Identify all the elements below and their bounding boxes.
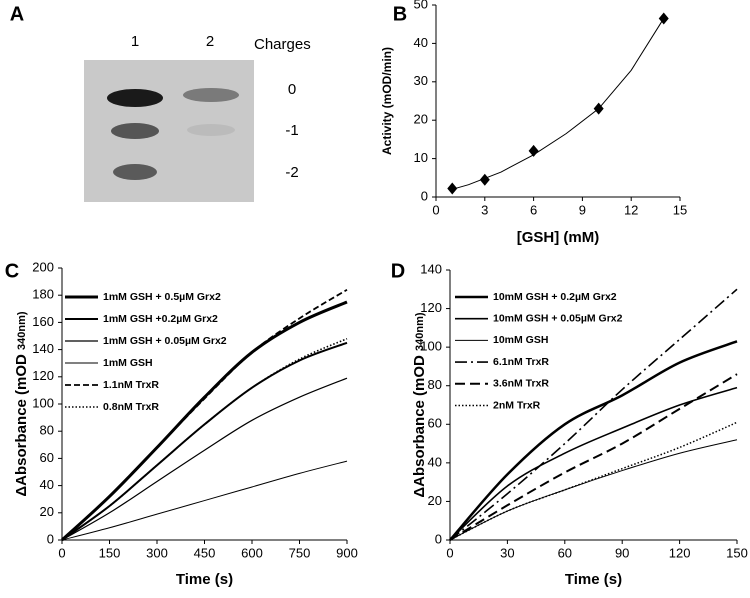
x-tick-label: 120 (669, 545, 691, 560)
panel-letter: C (5, 260, 19, 282)
x-axis-label: [GSH] (mM) (517, 229, 600, 246)
series-line (449, 421, 738, 541)
y-tick-label: 0 (421, 188, 428, 203)
x-tick-label: 0 (432, 202, 439, 217)
lane-label: 2 (206, 33, 214, 50)
legend-label: 10mM GSH + 0.2µM Grx2 (493, 291, 617, 303)
gel-band (113, 164, 157, 180)
series-line (449, 373, 738, 541)
y-axis-label-sub: 340nm) (16, 311, 28, 350)
x-tick-label: 150 (726, 545, 748, 560)
y-tick-label: 160 (32, 314, 54, 329)
series-line (61, 288, 348, 541)
gel-band (107, 89, 163, 107)
x-tick-label: 30 (500, 545, 514, 560)
legend-label: 1mM GSH (103, 357, 153, 369)
y-tick-label: 120 (420, 300, 442, 315)
y-axis-label-main: ΔAbsorbance (mOD (13, 354, 30, 497)
legend-label: 1mM GSH + 0.5µM Grx2 (103, 291, 221, 303)
x-tick-label: 0 (446, 545, 453, 560)
y-tick-label: 100 (32, 395, 54, 410)
y-tick-label: 100 (420, 339, 442, 354)
series-line (449, 340, 738, 541)
x-tick-label: 9 (579, 202, 586, 217)
y-axis-label: Activity (mOD/min) (380, 47, 394, 155)
series-line (61, 377, 348, 541)
x-tick-label: 450 (194, 545, 216, 560)
y-tick-label: 140 (32, 341, 54, 356)
y-tick-label: 30 (414, 73, 428, 88)
x-tick-label: 3 (481, 202, 488, 217)
x-tick-label: 600 (241, 545, 263, 560)
x-tick-label: 6 (530, 202, 537, 217)
x-tick-label: 150 (99, 545, 121, 560)
panel-letter: D (391, 260, 405, 282)
charge-label: -2 (285, 164, 298, 181)
y-tick-label: 60 (428, 416, 442, 431)
y-tick-label: 200 (32, 259, 54, 274)
y-axis-label-main: Activity (mOD/min) (380, 47, 394, 155)
y-tick-label: 0 (47, 531, 54, 546)
y-tick-label: 0 (435, 531, 442, 546)
y-tick-label: 40 (428, 454, 442, 469)
y-tick-label: 40 (40, 477, 54, 492)
lane-label: 1 (131, 33, 139, 50)
y-axis-label-main: ΔAbsorbance (mOD (411, 355, 428, 498)
gel-band (183, 88, 239, 102)
legend-label: 10mM GSH + 0.05µM Grx2 (493, 312, 623, 324)
x-tick-label: 750 (289, 545, 311, 560)
y-tick-label: 10 (414, 150, 428, 165)
x-axis-label: Time (s) (176, 571, 233, 588)
y-tick-label: 140 (420, 261, 442, 276)
x-tick-label: 300 (146, 545, 168, 560)
point (528, 144, 539, 157)
point (658, 12, 669, 25)
x-tick-label: 0 (58, 545, 65, 560)
x-tick-label: 900 (336, 545, 358, 560)
y-tick-label: 20 (428, 493, 442, 508)
y-tick-label: 80 (40, 423, 54, 438)
legend-label: 2nM TrxR (493, 399, 541, 411)
panel-letter: B (393, 3, 407, 25)
gel-band (111, 123, 159, 139)
point (447, 182, 458, 195)
panel-letter: A (10, 3, 24, 25)
y-tick-label: 80 (428, 377, 442, 392)
legend-label: 0.8nM TrxR (103, 401, 159, 413)
x-tick-label: 15 (673, 202, 687, 217)
trend-line (452, 18, 665, 190)
x-tick-label: 60 (558, 545, 572, 560)
gel-band (187, 124, 235, 136)
y-axis-label: ΔAbsorbance (mOD 340nm) (411, 312, 428, 498)
y-tick-label: 40 (414, 35, 428, 50)
legend-label: 1mM GSH + 0.05µM Grx2 (103, 335, 227, 347)
point (479, 173, 490, 186)
legend-label: 10mM GSH (493, 334, 548, 346)
series-line (61, 341, 348, 541)
legend-label: 6.1nM TrxR (493, 356, 549, 368)
legend-label: 1mM GSH +0.2µM Grx2 (103, 313, 218, 325)
y-tick-label: 120 (32, 368, 54, 383)
y-tick-label: 20 (40, 504, 54, 519)
x-axis-label: Time (s) (565, 571, 622, 588)
y-tick-label: 20 (414, 112, 428, 127)
point (593, 102, 604, 115)
legend-label: 1.1nM TrxR (103, 379, 159, 391)
y-axis-label: ΔAbsorbance (mOD 340nm) (13, 311, 30, 497)
series-line (449, 288, 738, 541)
legend-label: 3.6nM TrxR (493, 378, 549, 390)
y-tick-label: 60 (40, 450, 54, 465)
y-tick-label: 180 (32, 287, 54, 302)
series-line (449, 386, 738, 541)
x-tick-label: 90 (615, 545, 629, 560)
charge-label: -1 (285, 122, 298, 139)
y-axis-label-sub: 340nm) (414, 312, 426, 351)
y-tick-label: 50 (414, 0, 428, 11)
x-tick-label: 12 (624, 202, 638, 217)
charges-title: Charges (254, 36, 311, 53)
series-line (61, 460, 348, 541)
charge-label: 0 (288, 81, 296, 98)
